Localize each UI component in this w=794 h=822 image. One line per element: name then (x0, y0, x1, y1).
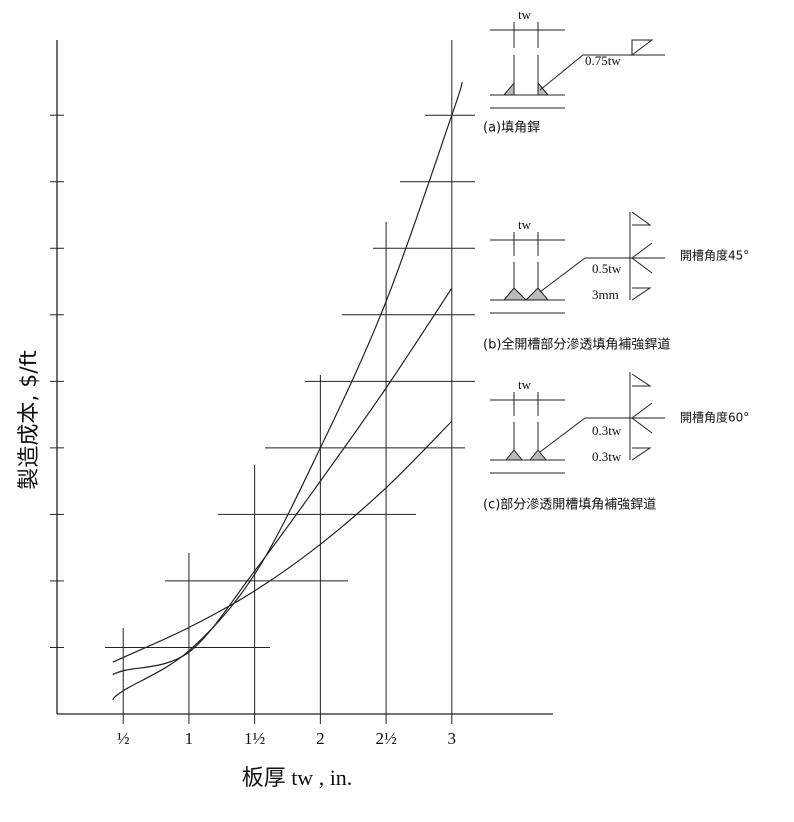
weld-detail-c (490, 372, 665, 474)
x-tick-label: ½ (117, 729, 130, 748)
annotation: tw (518, 377, 532, 392)
x-tick-label: 3 (448, 729, 457, 748)
cost-curve (112, 287, 453, 676)
x-tick-label: 2½ (375, 729, 397, 748)
annotation: 0.3tw (592, 449, 622, 464)
annotation: 開槽角度45° (680, 248, 749, 263)
x-tick-label: 1½ (244, 729, 266, 748)
annotation: 開槽角度60° (680, 410, 749, 425)
cost-curve (112, 81, 463, 701)
y-axis-label: 製造成本, $/ft (17, 350, 42, 490)
annotation: 0.3tw (592, 423, 622, 438)
annotation: (c)部分滲透開槽填角補強銲道 (483, 498, 656, 513)
x-axis-label: 板厚 tw , in. (242, 765, 353, 790)
x-tick-label: 1 (185, 729, 194, 748)
annotation: 0.75tw (585, 53, 621, 68)
weld-detail-a (490, 22, 665, 109)
annotation: 3mm (592, 287, 619, 302)
annotation: tw (518, 7, 532, 22)
weld-detail-b (490, 211, 665, 314)
annotation: 0.5tw (592, 261, 622, 276)
annotation: tw (518, 217, 532, 232)
x-tick-label: 2 (316, 729, 325, 748)
annotation: (a)填角銲 (483, 121, 540, 136)
cost-curve (112, 420, 453, 663)
annotation: (b)全開槽部分滲透填角補強銲道 (483, 337, 670, 353)
